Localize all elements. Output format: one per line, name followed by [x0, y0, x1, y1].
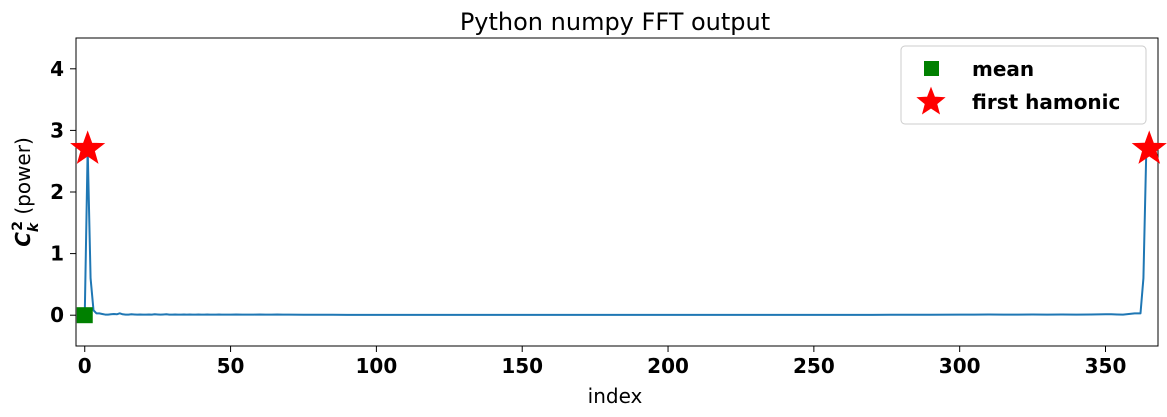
y-tick-label: 4 [50, 57, 64, 81]
legend-mean-marker [924, 61, 939, 76]
y-axis-label-suffix: (power) [11, 137, 35, 221]
first-harmonic-marker [1131, 130, 1167, 164]
x-axis-label: index [588, 384, 643, 408]
legend-first-harmonic-marker [916, 86, 946, 115]
x-tick-label: 50 [217, 354, 245, 378]
x-tick-label: 100 [356, 354, 398, 378]
plot-area: 0 50 100 150 200 250 300 350 0 1 2 3 4 [50, 37, 1167, 378]
y-tick-label: 2 [50, 180, 64, 204]
legend-frame [900, 45, 1147, 125]
x-tick-label: 0 [78, 354, 92, 378]
x-tick-label: 350 [1085, 354, 1127, 378]
y-tick-label: 1 [50, 242, 64, 266]
x-tick-label: 250 [793, 354, 835, 378]
x-tick-label: 200 [647, 354, 689, 378]
y-tick-label: 3 [50, 118, 64, 142]
first-harmonic-marker [70, 130, 106, 164]
y-axis-label: Ck2 (power) [10, 137, 42, 247]
legend-label-first-harmonic: first hamonic [972, 90, 1120, 114]
x-tick-label: 300 [939, 354, 981, 378]
fft-power-line [83, 147, 1150, 316]
y-tick-label: 0 [50, 303, 64, 327]
y-axis-label-sup: 2 [10, 221, 26, 231]
y-axis-label-sub: k [26, 221, 42, 232]
x-tick-label: 150 [501, 354, 543, 378]
mean-marker [76, 307, 93, 324]
y-axis-label-main: C [11, 232, 35, 247]
legend-label-mean: mean [972, 57, 1034, 81]
legend: mean first hamonic [900, 45, 1147, 125]
chart-title: Python numpy FFT output [460, 8, 770, 36]
